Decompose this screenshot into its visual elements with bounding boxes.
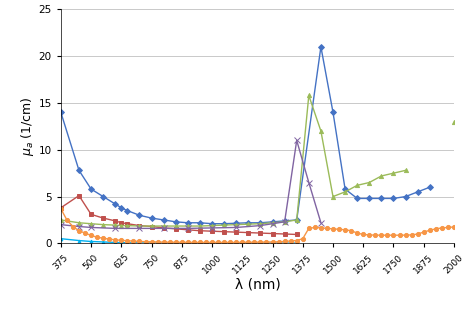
Y-axis label: $\mu_a$ (1/cm): $\mu_a$ (1/cm) — [19, 96, 36, 156]
X-axis label: λ (nm): λ (nm) — [234, 278, 280, 292]
